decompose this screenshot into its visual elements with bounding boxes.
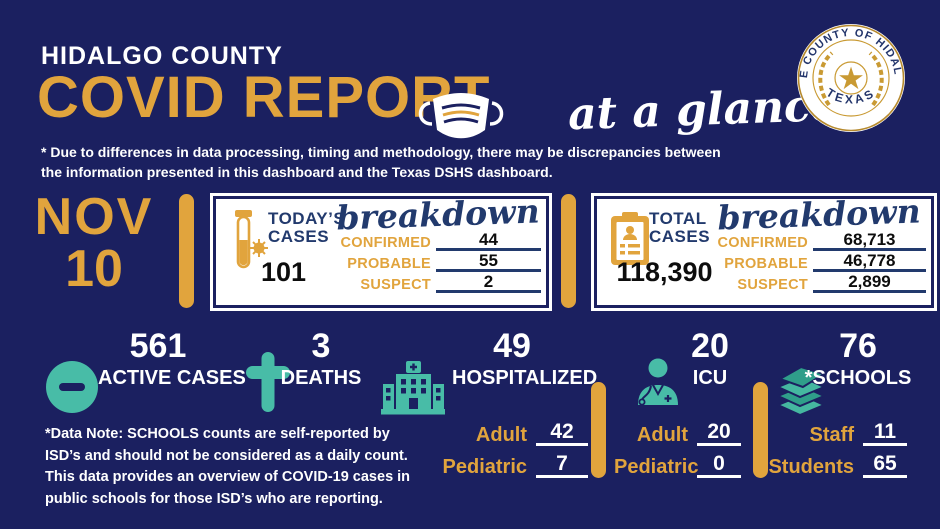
breakdown-row: PROBABLE 46,778	[712, 252, 926, 272]
schools-label: *SCHOOLS	[804, 367, 912, 389]
breakdown-row: SUSPECT 2,899	[712, 273, 926, 293]
breakdown-row: CONFIRMED 44	[335, 231, 541, 251]
icu-label: ICU	[692, 367, 728, 389]
total-cases-label: TOTAL CASES	[649, 209, 711, 246]
page-title: COVID REPORT	[37, 65, 491, 130]
disclaimer-line2: the information presented in this dashbo…	[41, 164, 553, 180]
seal-wreath-left	[818, 51, 834, 107]
icu-value: 20	[691, 327, 729, 365]
disclaimer-line1: * Due to differences in data processing,…	[41, 144, 721, 160]
substat-row: Pediatric 7	[385, 451, 588, 478]
breakdown-row: PROBABLE 55	[335, 252, 541, 272]
seal-text-bottom: TEXAS	[824, 85, 875, 106]
report-day: 10	[65, 240, 123, 298]
todays-cases-value: 101	[260, 257, 307, 287]
virus-icon	[250, 239, 268, 257]
data-note-line2: ISD’s and should not be considered as a …	[45, 447, 408, 464]
todays-cases-card: TODAY’S CASES 101 breakdown CONFIRMED 44…	[213, 191, 549, 308]
data-note-line4: public schools for those ISD’s who are r…	[45, 490, 383, 507]
county-name: HIDALGO COUNTY	[41, 42, 283, 70]
divider-bar	[561, 194, 576, 308]
total-cases-card: TOTAL CASES 118,390 breakdown CONFIRMED …	[594, 191, 934, 308]
substat-row: Staff 11	[766, 419, 907, 446]
doctor-icon	[638, 358, 678, 405]
svg-text:TEXAS: TEXAS	[824, 85, 878, 106]
icu-substats: Adult 20 Pediatric 0	[614, 419, 741, 478]
substat-row: Pediatric 0	[614, 451, 741, 478]
clipboard-icon	[611, 212, 649, 265]
todays-breakdown: breakdown CONFIRMED 44 PROBABLE 55 SUSPE…	[335, 191, 541, 293]
seal-star-icon: ★	[837, 61, 865, 96]
deaths-label: DEATHS	[280, 367, 362, 389]
breakdown-row: SUSPECT 2	[335, 273, 541, 293]
divider-bar	[753, 382, 768, 478]
divider-bar	[179, 194, 194, 308]
data-note: *Data Note: SCHOOLS counts are self-repo…	[45, 424, 410, 510]
schools-value: 76	[839, 327, 877, 365]
hospitalized-label: HOSPITALIZED	[452, 367, 598, 389]
total-breakdown: breakdown CONFIRMED 68,713 PROBABLE 46,7…	[712, 191, 926, 293]
schools-substats: Staff 11 Students 65	[766, 419, 907, 478]
hospital-icon	[381, 361, 445, 415]
active-cases-label: ACTIVE CASES	[98, 367, 246, 389]
active-cases-value: 561	[129, 327, 187, 365]
seal-wreath-right	[868, 51, 884, 107]
data-note-line1: *Data Note: SCHOOLS counts are self-repo…	[45, 426, 390, 442]
county-seal: THE COUNTY OF HIDALGO TEXAS ★	[796, 23, 905, 132]
substat-row: Adult 42	[385, 419, 588, 446]
minus-circle-icon	[46, 361, 98, 413]
divider-bar	[591, 382, 606, 478]
deaths-value: 3	[311, 327, 331, 365]
breakdown-title: breakdown	[716, 191, 922, 238]
test-tube-icon	[235, 210, 268, 269]
cross-icon	[246, 352, 290, 412]
breakdown-title: breakdown	[335, 191, 541, 238]
breakdown-row: CONFIRMED 68,713	[712, 231, 926, 251]
books-stack-icon	[775, 365, 827, 417]
report-month: NOV	[34, 188, 154, 246]
hospitalized-value: 49	[493, 327, 531, 365]
substat-row: Adult 20	[614, 419, 741, 446]
substat-row: Students 65	[766, 451, 907, 478]
todays-cases-label: TODAY’S CASES	[268, 209, 346, 246]
data-note-line3: This data provides an overview of COVID-…	[45, 469, 411, 485]
face-mask-icon	[418, 93, 504, 139]
disclaimer: * Due to differences in data processing,…	[41, 142, 721, 182]
total-cases-value: 118,390	[616, 257, 713, 287]
report-date: NOV 10	[28, 188, 160, 298]
hospitalized-substats: Adult 42 Pediatric 7	[385, 419, 588, 478]
